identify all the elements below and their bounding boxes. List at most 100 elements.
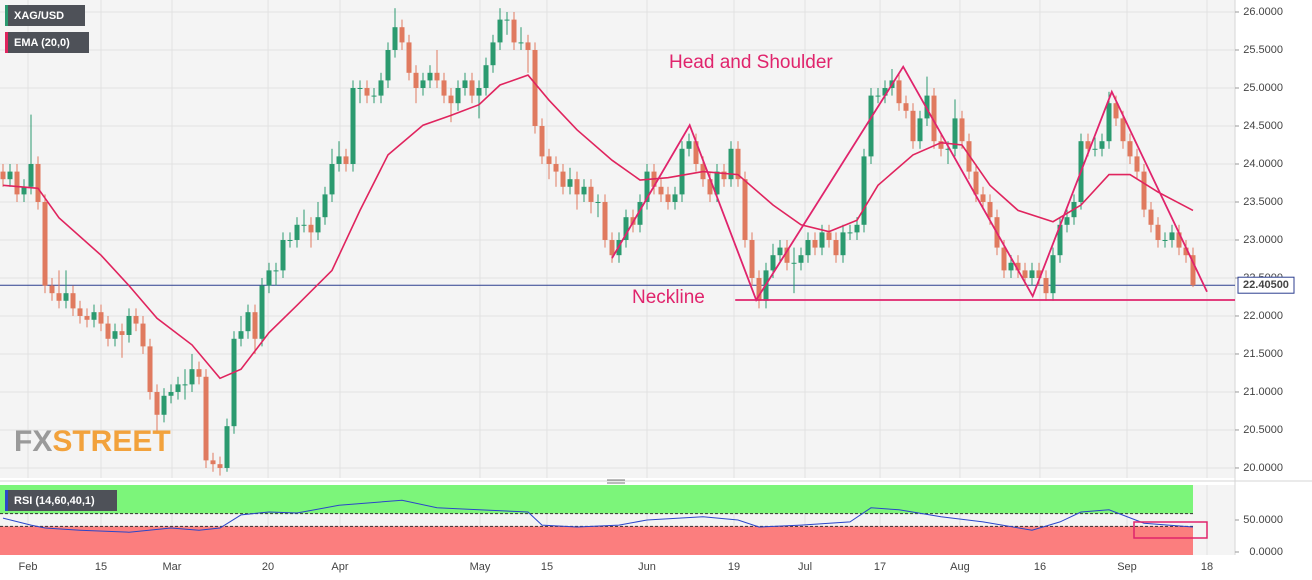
candle-body (399, 27, 405, 43)
candle-body (938, 141, 944, 149)
y-tick-label: 25.5000 (1243, 44, 1283, 56)
candle-body (175, 384, 181, 392)
y-tick-label: 25.0000 (1243, 82, 1283, 94)
tag-box (5, 5, 85, 26)
candle-body (728, 148, 734, 180)
candle-body (56, 293, 62, 301)
candle-body (553, 163, 559, 172)
candle-body (539, 125, 545, 157)
candle-body (77, 308, 83, 316)
candle-body (1036, 270, 1042, 278)
candle-body (1001, 247, 1007, 271)
candle-body (742, 179, 748, 240)
candle-body (581, 186, 587, 195)
candle-body (1120, 118, 1126, 142)
candle-body (434, 72, 440, 81)
y-tick-label: 21.5000 (1243, 348, 1283, 360)
candle-body (238, 331, 244, 339)
candle-body (357, 88, 363, 90)
candle-body (483, 65, 489, 89)
candle-body (63, 293, 69, 301)
candle-body (1043, 277, 1049, 294)
candle-body (1113, 103, 1119, 119)
rsi-line (2, 499, 1194, 533)
symbol-tag[interactable]: XAG/USD (5, 5, 85, 26)
candle-body (896, 80, 902, 104)
candle-body (189, 369, 195, 385)
pattern-label: Head and Shoulder (669, 52, 833, 73)
candle-body (1169, 232, 1175, 240)
candle-body (252, 312, 258, 339)
candle-body (119, 331, 125, 335)
ema-tag[interactable]: EMA (20,0) (5, 32, 89, 53)
x-tick-label: 15 (95, 561, 107, 573)
candle-body (875, 95, 881, 97)
candle-body (28, 163, 34, 187)
tag-stripe (5, 32, 8, 53)
y-tick-label: 23.5000 (1243, 196, 1283, 208)
candle-body (161, 395, 167, 415)
candle-body (854, 224, 860, 233)
candle-body (462, 80, 468, 89)
candle-body (133, 315, 139, 324)
ema-label: EMA (20,0) (14, 37, 70, 49)
y-tick-label: 21.0000 (1243, 386, 1283, 398)
candle-body (693, 141, 699, 164)
candle-body (861, 156, 867, 225)
rsi-tick-label: 0.0000 (1249, 546, 1283, 558)
rsi-label: RSI (14,60,40,1) (14, 495, 95, 507)
watermark: FXSTREET (14, 425, 171, 458)
candle-body (154, 391, 160, 415)
candle-body (518, 42, 524, 44)
candle-body (798, 255, 804, 263)
candle-body (924, 95, 930, 119)
candle-body (364, 88, 370, 96)
candle-body (714, 171, 720, 195)
candle-body (182, 384, 188, 386)
candle-body (245, 312, 251, 332)
candle-body (441, 80, 447, 96)
candle-body (686, 141, 692, 149)
candle-body (84, 315, 90, 320)
candle-body (560, 171, 566, 187)
candle-body (805, 239, 811, 256)
candle-body (903, 103, 909, 111)
tag-box (5, 32, 89, 53)
candle-body (658, 186, 664, 195)
candle-body (980, 194, 986, 202)
candle-body (777, 247, 783, 256)
rsi-tag[interactable]: RSI (14,60,40,1) (5, 490, 117, 511)
watermark-street: STREET (52, 425, 170, 458)
candle-body (259, 285, 265, 339)
candle-body (98, 312, 104, 324)
candle-body (1183, 247, 1189, 256)
candle-body (1092, 148, 1098, 150)
candle-body (1134, 156, 1140, 172)
candle-body (833, 239, 839, 256)
candle-body (385, 50, 391, 81)
candle-body (525, 42, 531, 51)
candle-body (609, 239, 615, 256)
candle-body (1176, 232, 1182, 248)
candle-body (1015, 262, 1021, 271)
candle-body (1162, 239, 1168, 241)
candle-body (1127, 141, 1133, 157)
y-tick-label: 24.5000 (1243, 120, 1283, 132)
price-panel (0, 0, 1235, 478)
x-tick-label: Jun (638, 561, 656, 573)
candle-body (147, 346, 153, 392)
candle-body (623, 217, 629, 240)
candle-body (847, 232, 853, 234)
candle-body (392, 27, 398, 51)
candle-body (1022, 270, 1028, 278)
x-tick-label: Sep (1117, 561, 1137, 573)
candle-body (112, 331, 118, 339)
rsi-oversold-zone (0, 526, 1194, 555)
candle-body (882, 88, 888, 96)
candle-body (1008, 262, 1014, 271)
candle-body (280, 239, 286, 271)
candle-body (336, 156, 342, 164)
candle-body (672, 194, 678, 202)
y-tick-label: 24.0000 (1243, 158, 1283, 170)
candle-body (574, 179, 580, 195)
